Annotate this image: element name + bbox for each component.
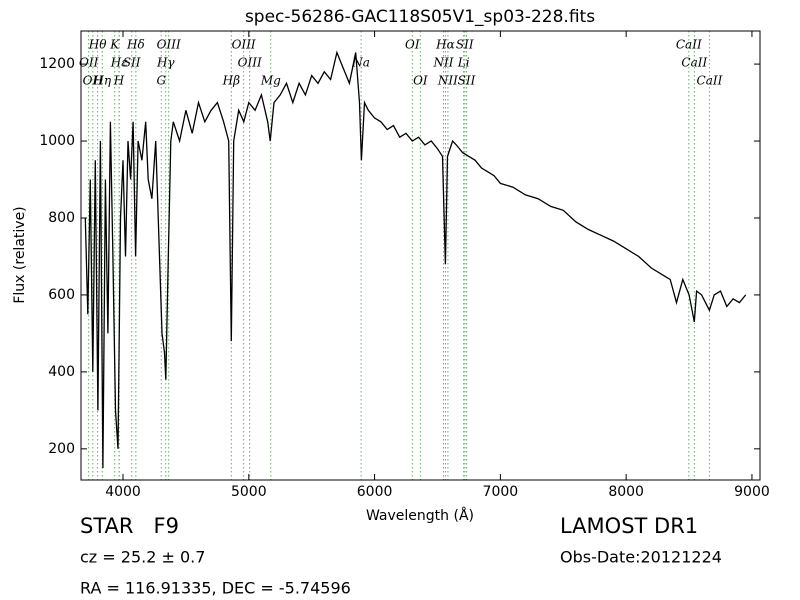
- spectral-line-label: Na: [351, 56, 370, 70]
- spectral-line-label: Hη: [92, 74, 111, 88]
- spectral-line-label: SII: [458, 74, 476, 88]
- spectral-line-label: Hθ: [88, 38, 107, 52]
- spectral-line-label: Hβ: [222, 74, 240, 88]
- object-class: STAR F9: [80, 514, 179, 538]
- survey: LAMOST DR1: [560, 514, 698, 538]
- spectral-line-label: OIII: [232, 38, 256, 52]
- x-tick-label: 8000: [608, 484, 644, 500]
- spectral-line-label: Hα: [435, 38, 455, 52]
- y-tick-label: 800: [48, 210, 75, 226]
- spectral-line-label: Hε: [110, 56, 128, 70]
- coordinates: RA = 116.91335, DEC = -5.74596: [80, 579, 351, 598]
- plot-area: [84, 31, 747, 480]
- y-tick-label: 1000: [39, 133, 75, 149]
- spectral-line-label: K: [109, 38, 120, 52]
- spectral-line-label: OH: [83, 74, 104, 88]
- chart-title: spec-56286-GAC118S05V1_sp03-228.fits: [245, 7, 595, 27]
- spectral-line-label: H: [113, 74, 125, 88]
- spectral-line-label: NII: [433, 56, 454, 70]
- x-tick-label: 5000: [231, 484, 267, 500]
- spectral-line-label: Hδ: [126, 38, 145, 52]
- spectral-line-label: SII: [123, 56, 141, 70]
- x-tick-label: 9000: [734, 484, 770, 500]
- spectral-line-label: OIII: [157, 38, 181, 52]
- spectral-line-label: Li: [457, 56, 470, 70]
- x-tick-label: 7000: [483, 484, 519, 500]
- spectral-line-label: OI: [405, 38, 420, 52]
- spectral-line-label: CaII: [681, 56, 707, 70]
- spectral-line-label: OI: [413, 74, 428, 88]
- plot-frame: [80, 30, 761, 481]
- spectral-line-label: OII: [79, 56, 99, 70]
- spectral-line-label: G: [156, 74, 166, 88]
- spectral-line-label: SII: [456, 38, 474, 52]
- x-tick-label: 6000: [357, 484, 393, 500]
- spectral-line-label: CaII: [697, 74, 723, 88]
- redshift: cz = 25.2 ± 0.7: [80, 548, 205, 567]
- spectral-line-label: NII: [437, 74, 458, 88]
- spectral-line-label: Hγ: [156, 56, 175, 70]
- spectrum-line: [84, 50, 747, 469]
- y-tick-label: 400: [48, 364, 75, 380]
- obs-date: Obs-Date:20121224: [560, 548, 722, 567]
- spectral-line-label: Mg: [260, 74, 281, 88]
- spectral-line-label: CaII: [676, 38, 702, 52]
- x-tick-label: 4000: [105, 484, 141, 500]
- y-tick-label: 600: [48, 287, 75, 303]
- y-tick-label: 200: [48, 441, 75, 457]
- y-axis-label: Flux (relative): [12, 206, 28, 303]
- spectral-line-label: OIII: [238, 56, 262, 70]
- x-axis-label: Wavelength (Å): [366, 507, 474, 524]
- y-tick-label: 1200: [39, 56, 75, 72]
